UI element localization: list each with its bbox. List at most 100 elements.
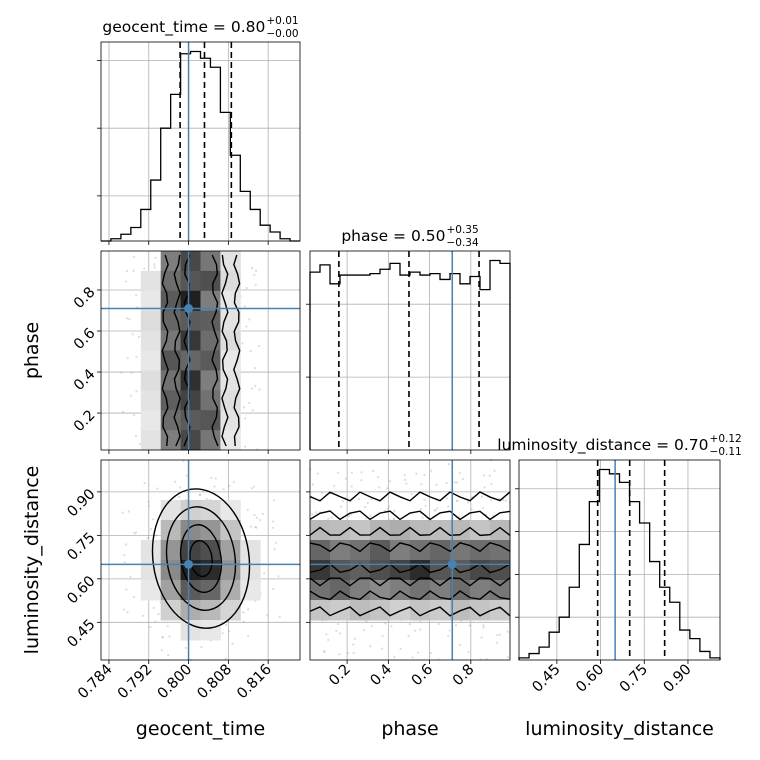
y-axis-label-luminosity_distance: luminosity_distance — [21, 466, 43, 655]
density-cells — [140, 500, 261, 641]
sample-point — [448, 629, 451, 632]
sample-point — [337, 471, 340, 474]
density-cell — [180, 390, 201, 411]
sample-point — [160, 649, 163, 652]
sample-point — [480, 636, 483, 639]
y-tick-label: 0.60 — [65, 573, 99, 607]
sample-point — [467, 651, 470, 654]
title-main: geocent_time = 0.80 — [102, 18, 265, 37]
contour — [309, 590, 511, 601]
density-cell — [200, 251, 221, 272]
sample-point — [370, 625, 373, 628]
density-cell — [200, 430, 221, 451]
sample-point — [496, 641, 499, 644]
title-plus: +0.35 — [446, 224, 478, 236]
sample-point — [369, 514, 372, 518]
sample-point — [411, 656, 414, 659]
sample-point — [123, 554, 126, 557]
sample-point — [454, 624, 458, 627]
y-tick-label: 0.8 — [71, 284, 99, 312]
sample-point — [470, 508, 473, 511]
density-cell — [330, 540, 351, 561]
sample-point — [344, 477, 348, 480]
density-cell — [310, 600, 331, 621]
density-cell — [140, 330, 162, 351]
contour — [309, 563, 511, 574]
sample-point — [419, 507, 422, 510]
sample-point — [445, 497, 449, 500]
sample-point — [210, 476, 213, 480]
density-cell — [350, 540, 371, 561]
contour — [161, 254, 169, 447]
density-cell — [410, 560, 431, 581]
sample-point — [347, 515, 351, 518]
title-minus: −0.34 — [446, 237, 478, 249]
sample-point — [364, 517, 368, 520]
sample-point — [142, 614, 145, 617]
contour-lines — [309, 491, 511, 617]
density-cell — [180, 370, 201, 391]
sample-point — [387, 505, 391, 508]
density-cell — [180, 270, 201, 292]
sample-point — [253, 384, 257, 388]
sample-point — [482, 624, 485, 627]
sample-point — [242, 406, 245, 409]
sample-point — [243, 305, 246, 308]
density-cell — [140, 290, 162, 312]
density-cell — [160, 520, 182, 541]
sample-point — [349, 513, 352, 516]
y-tick-label: 0.75 — [65, 530, 99, 564]
density-cell — [180, 620, 201, 641]
contour — [309, 541, 511, 553]
x-tick-label: 0.792 — [115, 662, 156, 703]
sample-point — [255, 516, 258, 519]
sample-point — [154, 256, 157, 259]
sample-point — [178, 495, 181, 499]
sample-point — [131, 333, 134, 336]
density-cell — [160, 251, 182, 272]
contour — [165, 506, 237, 611]
sample-point — [134, 434, 137, 437]
x-tick-label: 0.90 — [661, 662, 695, 696]
sample-point — [224, 657, 227, 660]
density-cell — [160, 600, 182, 621]
sample-point — [200, 646, 203, 649]
sample-point — [161, 635, 164, 639]
density-cell — [220, 251, 241, 272]
sample-point — [132, 255, 136, 259]
sample-point — [214, 477, 217, 480]
sample-point — [198, 493, 201, 496]
sample-point — [483, 486, 486, 489]
sample-point — [231, 642, 234, 645]
hist-panel-phase: phase = 0.50 +0.35−0.34 — [306, 224, 511, 454]
axes-frame — [309, 250, 511, 451]
sample-point — [221, 632, 224, 635]
sample-point — [381, 647, 384, 650]
density-cell — [370, 580, 391, 601]
sample-point — [311, 483, 314, 486]
sample-point — [392, 517, 395, 520]
sample-point — [453, 481, 457, 484]
density-cell — [220, 560, 241, 581]
hist-panel-geocent_time: geocent_time = 0.80 +0.01−0.00 — [97, 15, 301, 245]
sample-point — [325, 633, 328, 636]
contour-lines — [161, 254, 241, 447]
density-cell — [220, 600, 241, 621]
sample-point — [168, 635, 171, 638]
sample-point — [246, 508, 249, 511]
density-cell — [140, 540, 162, 561]
sample-point — [393, 509, 396, 512]
sample-point — [157, 613, 160, 616]
sample-point — [137, 335, 141, 338]
y-tick-label: 0.6 — [71, 325, 99, 353]
sample-point — [232, 481, 235, 484]
sample-point — [415, 472, 418, 475]
density-cell — [490, 520, 511, 541]
x-tick-label: 0.6 — [409, 662, 437, 690]
sample-point — [125, 269, 129, 273]
sample-point — [253, 273, 256, 276]
sample-point — [336, 622, 340, 626]
sample-point — [430, 469, 433, 472]
density-cell — [140, 580, 162, 601]
y-tick-label: 0.45 — [65, 617, 99, 651]
